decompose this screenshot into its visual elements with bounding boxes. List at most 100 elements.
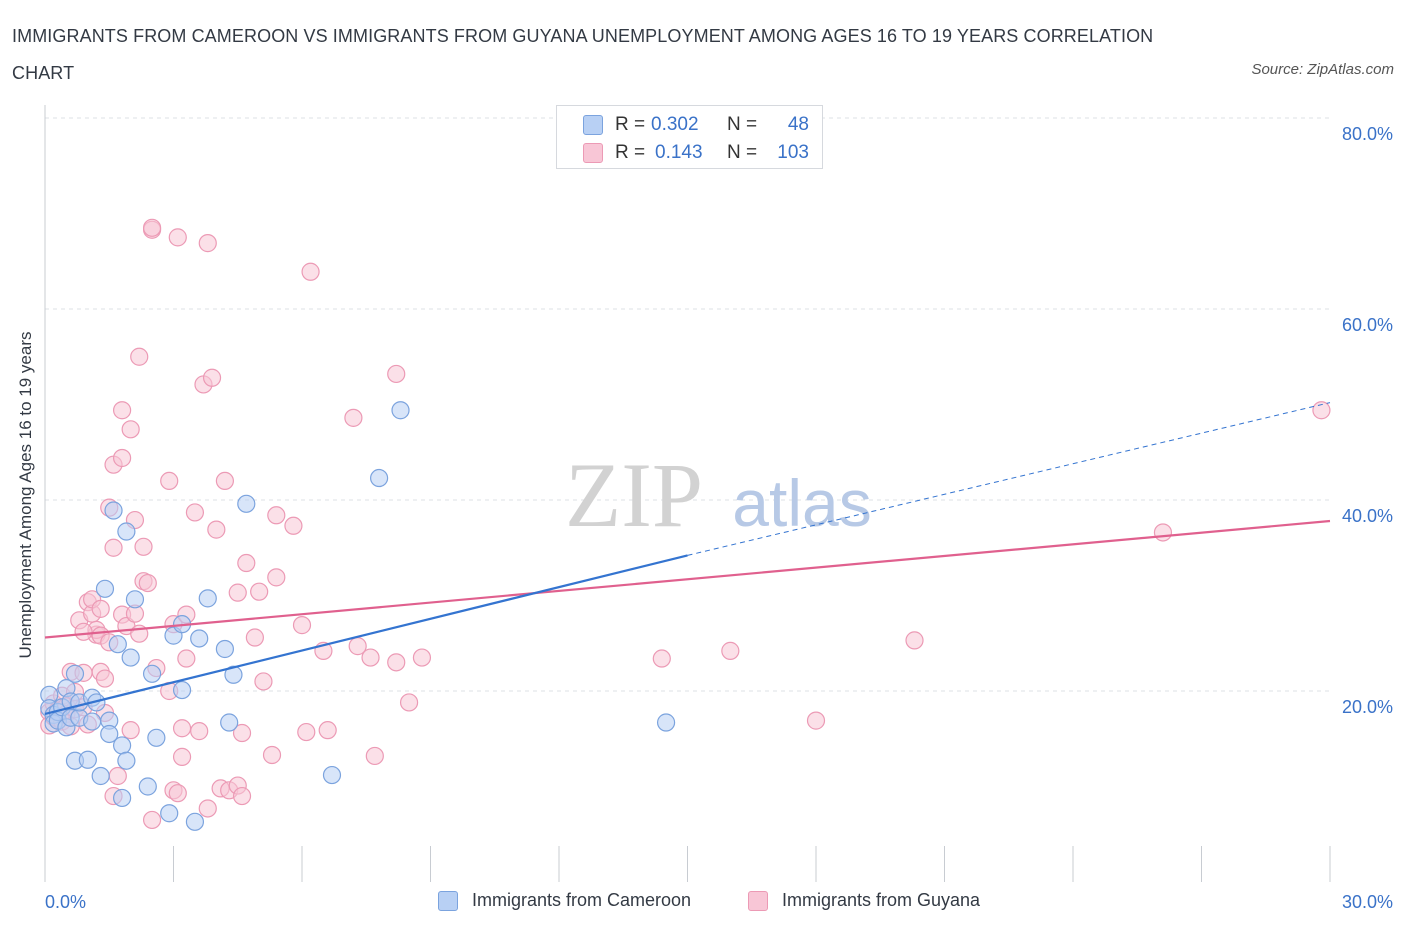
y-tick-label: 80.0%: [1342, 124, 1393, 144]
guyana-point: [267, 568, 286, 587]
cameroon-point: [117, 522, 136, 541]
guyana-point: [202, 368, 222, 387]
y-axis-label: Unemployment Among Ages 16 to 19 years: [16, 331, 35, 659]
guyana-point: [297, 722, 316, 742]
guyana-point: [172, 747, 192, 766]
guyana-point: [95, 669, 115, 688]
legend-item-cameroon[interactable]: Immigrants from Cameroon: [438, 890, 691, 911]
cameroon-trend-extension: [687, 402, 1331, 556]
guyana-point: [284, 516, 303, 535]
y-tick-label: 40.0%: [1342, 506, 1393, 526]
guyana-point: [121, 721, 140, 740]
guyana-point: [344, 408, 363, 427]
cameroon-point: [95, 579, 115, 598]
guyana-point: [232, 786, 252, 806]
legend-row-guyana: R = 0.143 N = 103: [583, 141, 809, 165]
n-label: N =: [727, 142, 758, 163]
r-value: 0.143: [655, 142, 703, 163]
legend-label-guyana: Immigrants from Guyana: [782, 890, 981, 910]
tick-labels: 20.0% 40.0% 60.0% 80.0% 0.0% 30.0%: [45, 124, 1393, 912]
guyana-point: [112, 448, 132, 468]
guyana-point: [292, 616, 312, 635]
y-tick-label: 20.0%: [1342, 697, 1393, 717]
guyana-point: [267, 506, 286, 525]
cameroon-point: [220, 713, 239, 732]
watermark-zip: ZIP: [565, 444, 703, 546]
guyana-point: [412, 648, 432, 667]
watermark-atlas: atlas: [732, 466, 871, 540]
cameroon-point: [656, 713, 676, 732]
guyana-point: [399, 693, 419, 712]
r-label: R =: [615, 114, 646, 135]
guyana-trend-line: [44, 519, 1331, 639]
guyana-point: [365, 746, 384, 766]
guyana-point: [207, 520, 226, 539]
guyana-point: [108, 766, 127, 786]
r-value: 0.302: [651, 114, 699, 135]
y-tick-label: 60.0%: [1342, 315, 1393, 335]
guyana-point: [387, 653, 406, 672]
guyana-point: [721, 641, 740, 660]
guyana-point: [198, 799, 217, 818]
series-legend: Immigrants from Cameroon Immigrants from…: [0, 890, 1406, 916]
legend-label-cameroon: Immigrants from Cameroon: [472, 890, 692, 910]
guyana-point: [215, 471, 234, 490]
cameroon-point: [160, 804, 179, 823]
legend-item-guyana[interactable]: Immigrants from Guyana: [748, 890, 980, 911]
chart-title: IMMIGRANTS FROM CAMEROON VS IMMIGRANTS F…: [12, 26, 1154, 83]
guyana-point: [1153, 523, 1173, 542]
guyana-point: [198, 234, 217, 253]
cameroon-trend-line: [44, 554, 688, 715]
guyana-point: [112, 401, 132, 420]
guyana-point: [301, 262, 320, 281]
cameroon-point: [142, 664, 162, 683]
cameroon-point: [237, 494, 256, 513]
cameroon-point: [147, 728, 166, 747]
cameroon-point: [391, 401, 410, 420]
guyana-point: [74, 622, 93, 641]
guyana-swatch: [583, 143, 603, 163]
cameroon-point: [121, 648, 140, 667]
guyana-point: [138, 573, 157, 593]
r-label: R =: [615, 142, 646, 163]
guyana-point: [172, 719, 192, 738]
cameroon-point: [65, 664, 85, 683]
guyana-point: [250, 582, 269, 601]
cameroon-point: [215, 639, 234, 659]
guyana-point: [185, 503, 205, 522]
cameroon-point: [190, 629, 209, 648]
correlation-legend: R = 0.302 N = 48 R = 0.143 N = 103: [556, 105, 823, 169]
guyana-point: [142, 218, 162, 237]
guyana-point: [142, 810, 162, 830]
cameroon-point: [224, 665, 243, 684]
guyana-point: [190, 722, 209, 741]
cameroon-point: [117, 751, 136, 770]
guyana-point: [168, 228, 187, 247]
cameroon-point: [322, 765, 342, 785]
cameroon-point: [100, 724, 119, 744]
guyana-swatch: [748, 890, 768, 911]
cameroon-point: [83, 712, 102, 731]
cameroon-swatch: [438, 890, 458, 911]
guyana-point: [91, 599, 110, 618]
cameroon-point: [104, 501, 123, 520]
guyana-point: [168, 784, 187, 803]
guyana-point: [104, 538, 123, 557]
guyana-point: [318, 721, 337, 740]
guyana-point: [121, 420, 140, 439]
guyana-point: [228, 583, 247, 602]
guyana-point: [130, 347, 149, 366]
guyana-point: [1312, 401, 1331, 420]
guyana-point: [387, 364, 406, 384]
guyana-point: [262, 745, 282, 765]
guyana-point: [134, 537, 153, 556]
guyana-point: [806, 711, 826, 730]
legend-row-cameroon: R = 0.302 N = 48: [583, 113, 809, 137]
guyana-point: [245, 628, 264, 647]
cameroon-point: [172, 680, 192, 700]
cameroon-point: [125, 590, 145, 609]
n-value: 48: [787, 114, 809, 135]
axes: [44, 105, 1331, 882]
guyana-point: [232, 723, 252, 743]
